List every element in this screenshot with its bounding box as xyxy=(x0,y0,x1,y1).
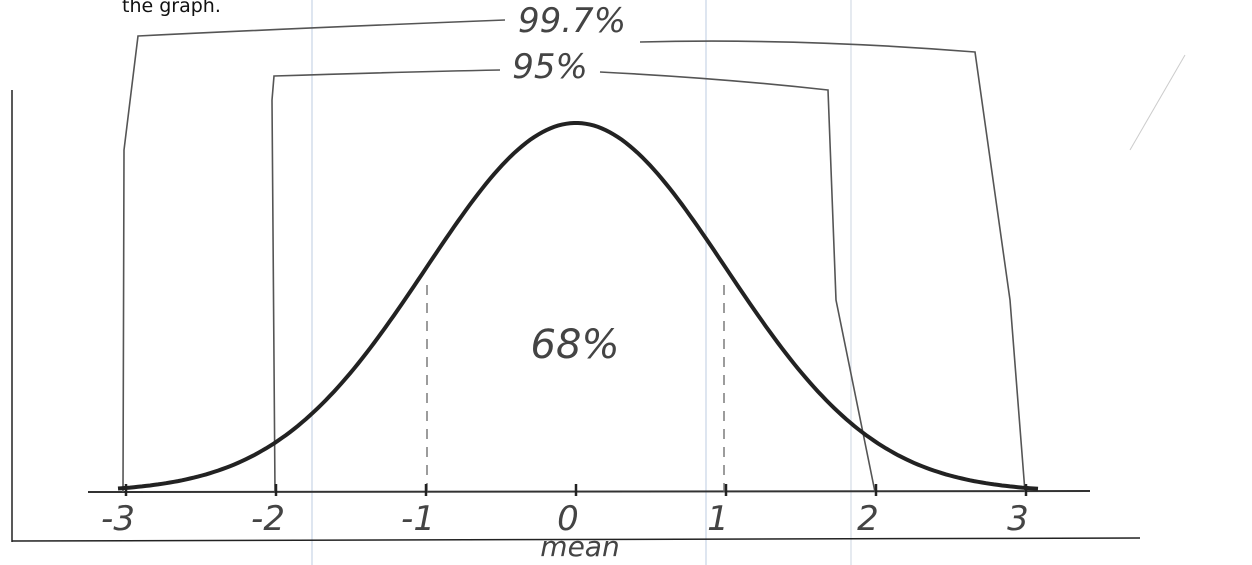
center-label: 68% xyxy=(531,322,620,368)
mean-label: mean xyxy=(540,530,619,563)
tick-label: -3 xyxy=(101,499,135,539)
tick-label: 2 xyxy=(857,499,879,539)
tick-label: -2 xyxy=(251,499,285,539)
scan-mark xyxy=(1130,55,1185,150)
baseline xyxy=(88,491,1090,492)
page: the graph. 99.7% 95% 68% -3-2-10123 mean… xyxy=(0,0,1252,565)
tick-label: 1 xyxy=(707,499,729,539)
bracket-label: 99.7% xyxy=(518,1,626,41)
header-text: the graph. xyxy=(122,0,221,17)
worksheet: the graph. 99.7% 95% 68% -3-2-10123 mean xyxy=(0,0,1252,565)
bell-curve xyxy=(118,123,1038,489)
bracket-997 xyxy=(640,41,1025,492)
bracket-label: 95% xyxy=(512,47,588,87)
bracket-95 xyxy=(272,70,500,492)
bracket-997 xyxy=(123,20,505,492)
tick-label: 3 xyxy=(1007,499,1029,539)
tick-label: -1 xyxy=(401,499,435,539)
